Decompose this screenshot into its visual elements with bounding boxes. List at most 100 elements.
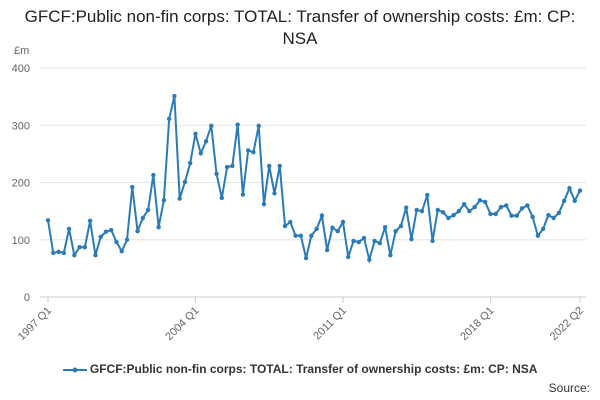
point: [451, 212, 456, 218]
point: [130, 184, 135, 190]
point: [161, 198, 167, 203]
point: [203, 139, 209, 144]
point: [172, 93, 177, 99]
point: [267, 163, 272, 169]
point: [556, 210, 562, 216]
point: [309, 233, 314, 238]
chart-title: GFCF:Public non-fin corps: TOTAL: Transf…: [24, 7, 576, 48]
x-tick-label: 2022 Q2: [548, 305, 586, 343]
point: [219, 195, 225, 201]
y-tick-label: 400: [12, 63, 30, 75]
point: [493, 211, 498, 217]
point: [166, 116, 172, 122]
point: [504, 203, 509, 208]
point: [525, 203, 530, 208]
point: [298, 233, 304, 238]
point: [430, 238, 435, 244]
point: [145, 207, 151, 213]
point: [224, 164, 230, 170]
point: [198, 151, 203, 156]
point: [446, 215, 451, 221]
y-tick-label: 300: [12, 120, 30, 132]
point: [388, 253, 393, 258]
point: [119, 249, 124, 254]
point: [477, 198, 483, 203]
point: [535, 233, 541, 238]
point: [109, 227, 114, 233]
point: [140, 215, 146, 221]
point: [372, 238, 377, 244]
legend-swatch: [62, 367, 87, 373]
point: [356, 239, 361, 245]
point: [514, 213, 519, 218]
point: [103, 229, 109, 234]
point: [303, 255, 309, 261]
point: [551, 215, 556, 221]
point: [277, 163, 282, 169]
point: [488, 211, 493, 217]
point: [409, 236, 414, 242]
point: [261, 202, 267, 207]
point: [398, 223, 404, 229]
point: [56, 249, 61, 254]
point: [425, 192, 430, 198]
point: [335, 228, 340, 234]
point: [435, 207, 440, 213]
point: [319, 213, 325, 218]
source: Source:: [548, 381, 590, 395]
point: [419, 208, 425, 214]
point: [235, 122, 240, 127]
point: [472, 204, 477, 210]
point: [498, 204, 504, 210]
point: [82, 244, 88, 250]
point: [393, 228, 398, 234]
point: [188, 160, 193, 166]
x-tick-label: 2004 Q1: [163, 305, 201, 343]
point: [546, 212, 551, 218]
point: [230, 163, 235, 169]
point: [214, 171, 219, 177]
y-tick-label: 0: [24, 292, 30, 304]
point: [330, 225, 335, 230]
point: [377, 240, 383, 246]
point: [293, 233, 298, 238]
point: [367, 257, 372, 262]
point: [156, 224, 161, 230]
y-tick-label: 200: [12, 178, 30, 190]
point: [519, 206, 525, 211]
point: [482, 199, 488, 205]
point: [382, 224, 388, 230]
y-axis-label: £m: [14, 45, 29, 57]
point: [98, 234, 103, 240]
x-tick-label: 2018 Q1: [458, 305, 496, 343]
point: [87, 218, 93, 224]
point: [467, 208, 472, 214]
point: [245, 148, 251, 153]
point: [240, 192, 246, 197]
point: [324, 247, 330, 253]
point: [314, 226, 319, 232]
point: [567, 186, 572, 191]
point: [77, 244, 82, 250]
point: [403, 205, 409, 210]
point: [45, 218, 51, 223]
point: [340, 219, 346, 225]
point: [414, 207, 419, 213]
y-tick-label: 100: [12, 235, 30, 247]
point: [288, 219, 293, 225]
point: [256, 123, 261, 129]
point: [151, 172, 156, 178]
point: [135, 228, 140, 234]
point: [530, 214, 535, 220]
point: [182, 179, 188, 185]
point: [61, 250, 67, 256]
point: [346, 254, 351, 260]
point: [456, 208, 462, 214]
point: [193, 131, 198, 137]
point: [66, 226, 72, 232]
point: [572, 198, 577, 204]
point: [540, 226, 546, 232]
point: [577, 188, 583, 193]
point: [93, 253, 98, 258]
